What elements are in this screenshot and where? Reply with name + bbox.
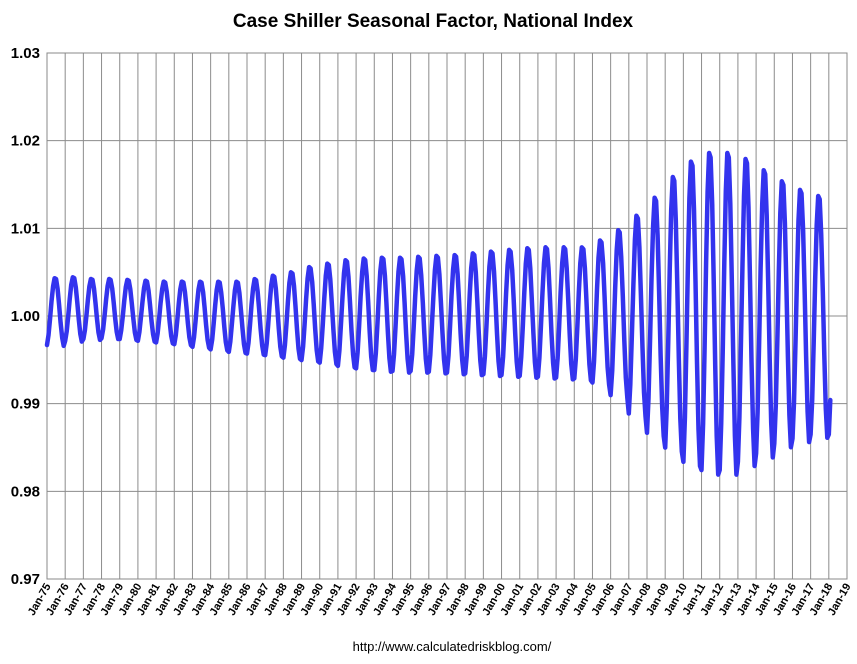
- y-tick-label: 0.97: [11, 571, 40, 588]
- grid-lines: [46, 52, 848, 580]
- chart-title: Case Shiller Seasonal Factor, National I…: [233, 11, 634, 32]
- y-tick-label: 0.99: [11, 396, 40, 413]
- series-line-seasonal-factor: [44, 150, 833, 477]
- y-tick-label: 1.02: [11, 133, 40, 150]
- y-tick-label: 1.01: [11, 220, 40, 237]
- y-axis-tick-labels: 0.97 0.98 0.99 1.00 1.01 1.02 1.03: [11, 45, 40, 588]
- y-tick-label: 1.00: [11, 308, 40, 325]
- y-tick-label: 1.03: [11, 45, 40, 62]
- series-group: [44, 150, 833, 477]
- source-url: http://www.calculatedriskblog.com/: [353, 639, 552, 654]
- plot-area-border: [46, 52, 848, 580]
- y-tick-label: 0.98: [11, 483, 40, 500]
